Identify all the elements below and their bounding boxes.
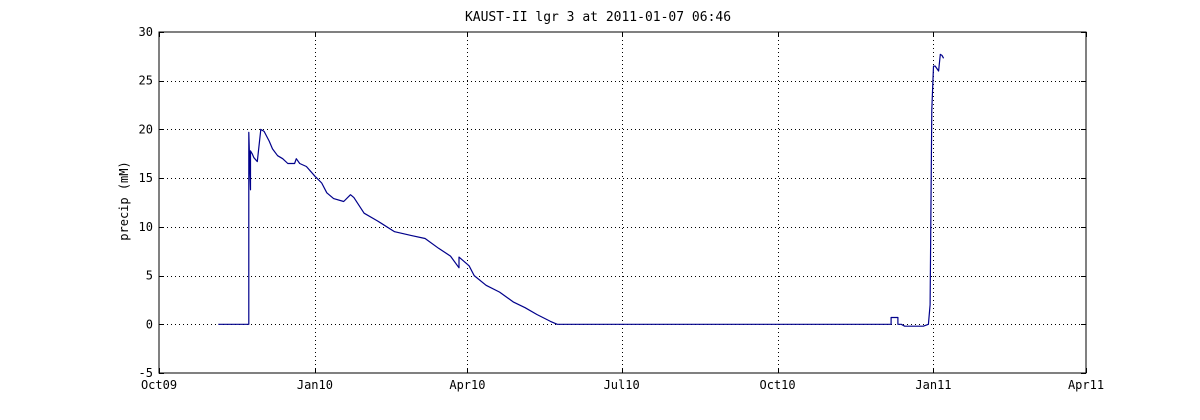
series-line-0 <box>218 53 945 327</box>
grid <box>159 32 1086 373</box>
x-tick-label: Apr10 <box>449 378 485 392</box>
chart-title: KAUST-II lgr 3 at 2011-01-07 06:46 <box>465 10 731 25</box>
y-tick-label: 30 <box>139 25 153 39</box>
y-tick-label: 15 <box>139 171 153 185</box>
x-tick-label: Oct09 <box>141 378 177 392</box>
x-tick-label: Jan11 <box>915 378 951 392</box>
x-tick-label: Apr11 <box>1068 378 1104 392</box>
y-axis-label: precip (mM) <box>117 161 131 240</box>
y-tick-label: 0 <box>146 317 153 331</box>
x-tick-label: Oct10 <box>760 378 796 392</box>
y-tick-label: 25 <box>139 74 153 88</box>
y-tick-label: 10 <box>139 220 153 234</box>
series-layer <box>218 53 945 327</box>
y-tick-label: -5 <box>139 366 153 380</box>
x-tick-label: Jul10 <box>604 378 640 392</box>
y-tick-label: 20 <box>139 122 153 136</box>
tick-layer: Oct09 Jan10 Apr10 Jul10 Oct10 Jan11 Apr11 -5 0 5 1… <box>139 25 1105 392</box>
plot-area-frame <box>158 31 1087 374</box>
y-tick-label: 5 <box>146 269 153 283</box>
x-tick-label: Jan10 <box>297 378 333 392</box>
